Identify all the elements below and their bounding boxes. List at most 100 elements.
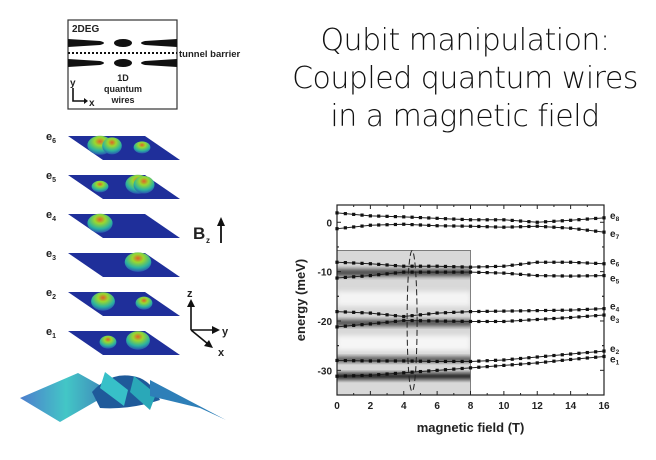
data-point bbox=[410, 264, 414, 268]
data-point bbox=[452, 265, 456, 269]
probability-peak bbox=[133, 141, 151, 154]
data-point bbox=[577, 357, 581, 361]
data-point bbox=[418, 319, 423, 323]
data-point bbox=[335, 227, 339, 231]
data-point bbox=[477, 218, 481, 222]
data-point bbox=[368, 262, 372, 266]
data-point bbox=[468, 218, 473, 222]
data-point bbox=[510, 218, 514, 223]
series-label: e1 bbox=[610, 355, 620, 367]
data-point bbox=[518, 262, 523, 266]
data-point bbox=[335, 374, 339, 378]
data-point bbox=[377, 359, 381, 363]
data-point bbox=[460, 310, 464, 314]
data-point bbox=[585, 307, 589, 311]
series-e7: e7 bbox=[335, 222, 620, 241]
axis-x-label: x bbox=[89, 98, 95, 109]
data-point bbox=[602, 307, 606, 311]
data-point bbox=[510, 319, 514, 323]
data-point bbox=[460, 359, 464, 364]
series-e6: e6 bbox=[335, 257, 620, 269]
data-point bbox=[418, 270, 423, 274]
data-point bbox=[569, 260, 573, 264]
measurement-overlay bbox=[337, 250, 471, 395]
series-label: e8 bbox=[610, 211, 620, 223]
data-point bbox=[485, 225, 489, 229]
data-point bbox=[468, 319, 473, 324]
data-point bbox=[577, 227, 581, 231]
data-point bbox=[510, 363, 514, 367]
data-point bbox=[418, 264, 423, 268]
series-label: e4 bbox=[610, 302, 620, 314]
data-point bbox=[502, 309, 506, 313]
data-point bbox=[485, 359, 489, 363]
data-point bbox=[435, 270, 439, 274]
data-point bbox=[535, 224, 539, 228]
data-point bbox=[393, 371, 398, 376]
data-point bbox=[569, 352, 573, 356]
data-point bbox=[418, 215, 423, 220]
data-point bbox=[477, 270, 481, 274]
data-point bbox=[552, 274, 556, 278]
data-point bbox=[602, 349, 606, 353]
data-point bbox=[335, 309, 339, 314]
state-label: e6 bbox=[46, 131, 56, 145]
data-point bbox=[360, 274, 364, 278]
wavefunction-plate: e2 bbox=[46, 287, 180, 316]
data-point bbox=[343, 261, 347, 265]
data-point bbox=[335, 211, 339, 215]
data-point bbox=[485, 365, 489, 369]
data-point bbox=[460, 224, 464, 228]
data-point bbox=[594, 216, 598, 221]
data-point bbox=[452, 224, 456, 228]
data-point bbox=[569, 357, 573, 362]
data-point bbox=[352, 374, 356, 378]
data-point bbox=[335, 260, 339, 264]
data-point bbox=[510, 263, 514, 267]
data-point bbox=[377, 321, 381, 325]
wavefunction-plate: e5 bbox=[46, 170, 180, 199]
data-point bbox=[502, 319, 506, 324]
data-point bbox=[460, 217, 464, 222]
data-point bbox=[460, 319, 464, 323]
data-point bbox=[452, 217, 456, 221]
data-point bbox=[385, 214, 389, 218]
data-point bbox=[377, 262, 381, 266]
data-point bbox=[460, 270, 464, 274]
data-point bbox=[585, 356, 589, 360]
data-point bbox=[410, 223, 414, 227]
data-point bbox=[585, 314, 589, 318]
probability-peak bbox=[102, 137, 122, 155]
data-point bbox=[368, 322, 372, 326]
data-point bbox=[510, 272, 514, 276]
series-label: e2 bbox=[610, 344, 620, 356]
data-point bbox=[443, 224, 448, 228]
data-point bbox=[410, 319, 414, 323]
data-point bbox=[393, 263, 398, 268]
data-point bbox=[560, 260, 564, 264]
label-wires: quantum bbox=[104, 84, 142, 94]
data-point bbox=[535, 361, 539, 365]
data-point bbox=[577, 261, 581, 265]
data-point bbox=[435, 319, 439, 323]
data-point bbox=[535, 260, 539, 264]
data-point bbox=[602, 273, 606, 278]
data-point bbox=[435, 311, 439, 315]
data-point bbox=[360, 373, 364, 378]
label-wires: 1D bbox=[117, 73, 129, 83]
spectral-band bbox=[337, 319, 471, 326]
data-point bbox=[477, 309, 481, 314]
data-point bbox=[393, 314, 398, 318]
data-point bbox=[527, 220, 531, 224]
data-point bbox=[410, 314, 414, 318]
data-point bbox=[477, 365, 481, 369]
data-point bbox=[418, 359, 423, 363]
data-point bbox=[335, 325, 339, 329]
data-point bbox=[535, 220, 539, 224]
data-point bbox=[427, 319, 431, 323]
data-point bbox=[427, 216, 431, 220]
data-point bbox=[385, 313, 389, 317]
x-tick-label: 16 bbox=[598, 401, 610, 412]
data-point bbox=[493, 264, 498, 269]
